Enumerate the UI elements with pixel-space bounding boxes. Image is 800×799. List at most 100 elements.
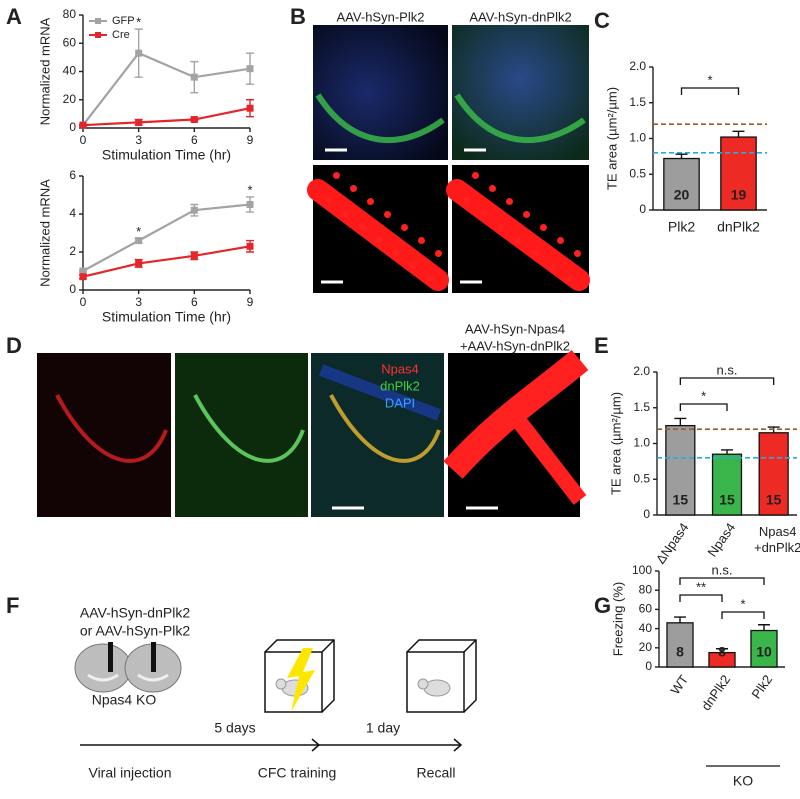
y-tick-label: 20 [639, 640, 653, 654]
image-spine [497, 223, 505, 231]
significance-label: * [707, 72, 712, 87]
x-axis-label: Stimulation Time (hr) [102, 147, 231, 163]
image-spine [392, 249, 400, 257]
image-spine [367, 198, 374, 205]
image-cell-layer [454, 93, 586, 143]
bar [666, 622, 694, 668]
significance-bracket [679, 594, 723, 602]
panel-label: F [6, 593, 19, 618]
y-tick-label: 0 [69, 282, 76, 296]
image-spine [523, 211, 530, 218]
y-tick-label: 2.0 [633, 364, 650, 378]
bar [720, 136, 757, 211]
y-tick-label: 2.0 [629, 59, 646, 73]
significance-label: * [740, 596, 745, 611]
point [135, 49, 143, 57]
image-cell-layer [55, 394, 168, 463]
image-spine [384, 211, 391, 218]
image-cell-layer [329, 394, 441, 463]
point [246, 201, 254, 208]
image-title: AAV-hSyn-dnPlk2 [469, 9, 571, 24]
image-spine [514, 236, 522, 244]
error-bar [674, 417, 687, 426]
image-spine [463, 197, 471, 205]
panel-label: G [594, 593, 611, 618]
y-tick-label: 1.5 [633, 400, 650, 414]
series-line [82, 51, 251, 126]
y-axis-label: TE area (µm²/µm) [608, 392, 623, 495]
bar-count: 19 [731, 187, 747, 203]
timeline-arrow [311, 738, 463, 752]
y-tick-label: 4 [69, 206, 76, 220]
y-tick-label: 80 [639, 582, 653, 596]
x-tick-label: 6 [191, 295, 198, 309]
y-tick-label: 0.5 [633, 471, 650, 485]
x-tick-label: 9 [247, 133, 254, 147]
y-tick-label: 1.0 [633, 436, 650, 450]
image-spine [548, 262, 556, 270]
x-axis-label: Stimulation Time (hr) [102, 309, 231, 325]
x-tick-label: ΔNpas4 [653, 520, 692, 567]
y-tick-label: 60 [63, 35, 77, 49]
image-spine [418, 237, 425, 244]
point [79, 121, 87, 129]
significance-bracket [680, 87, 740, 95]
image-spine [574, 250, 581, 257]
y-tick-label: 0.5 [629, 166, 646, 180]
step-label: Recall [417, 765, 456, 781]
x-tick-label: 3 [135, 295, 142, 309]
point [190, 206, 198, 214]
shock-bolt [287, 648, 315, 712]
series-line [82, 245, 251, 278]
image-spine [540, 224, 547, 231]
channel-label: DAPI [385, 395, 415, 410]
image-spine [333, 172, 340, 179]
point [246, 104, 254, 112]
image-cell-layer [315, 93, 445, 143]
chamber-front [264, 651, 323, 713]
x-tick-label: 3 [135, 133, 142, 147]
y-tick-label: 0 [69, 120, 76, 134]
mouse-label: Npas4 KO [92, 692, 157, 708]
significance-label: n.s. [717, 362, 738, 377]
virus-label: or AAV-hSyn-Plk2 [80, 623, 190, 639]
x-tick-label: Npas4 +dnPlk2 [754, 524, 800, 555]
x-tick-label: dnPlk2 [717, 219, 760, 235]
mouse-head [417, 678, 429, 690]
step-label: Viral injection [88, 765, 171, 781]
channel-label: Npas4 [381, 361, 419, 376]
group-label: KO [733, 773, 753, 789]
y-axis-label: Normalized mRNA [37, 17, 52, 125]
y-tick-label: 80 [63, 7, 77, 21]
image-spine [409, 262, 417, 270]
bar [665, 424, 696, 516]
image-spine [565, 275, 573, 283]
point [135, 118, 143, 126]
image-panel [175, 353, 308, 517]
y-tick-label: 2 [69, 244, 76, 258]
bar-count: 8 [676, 644, 684, 660]
image-spine [506, 198, 513, 205]
significance-bracket [679, 577, 765, 585]
error-bar [675, 153, 688, 159]
image-spine [375, 236, 383, 244]
y-tick-label: 100 [632, 563, 652, 577]
y-tick-label: 0 [639, 202, 646, 216]
image-title: AAV-hSyn-Plk2 [337, 9, 425, 24]
annotation: * [247, 182, 252, 197]
image-spine [401, 224, 408, 231]
y-tick-label: 1.5 [629, 95, 646, 109]
image-dendrite-shaft [307, 179, 449, 291]
bar-count: 10 [756, 644, 772, 660]
point [246, 65, 254, 73]
annotation: * [136, 224, 141, 239]
injection-needle [108, 642, 113, 672]
image-spine [426, 275, 434, 283]
bar-count: 15 [719, 492, 735, 508]
bar-count: 15 [766, 492, 782, 508]
point [190, 116, 198, 124]
chamber [406, 639, 477, 713]
series-line [82, 203, 251, 272]
significance-label: n.s. [712, 562, 733, 577]
